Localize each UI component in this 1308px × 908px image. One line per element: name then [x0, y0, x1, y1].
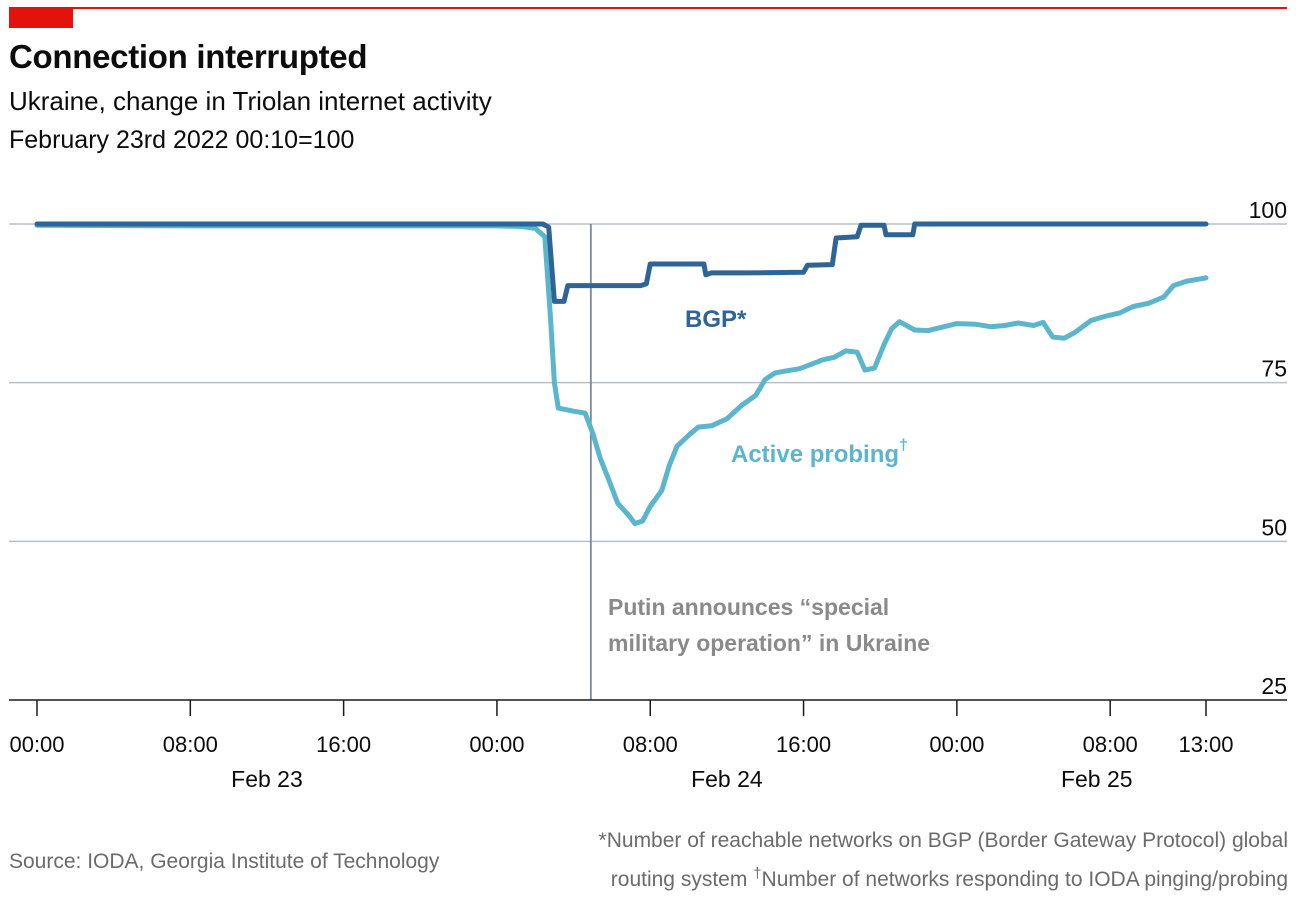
series-line-bgp [34, 221, 1209, 304]
series-line-active-probing [34, 222, 1209, 527]
footnote-probing: Number of networks responding to IODA pi… [761, 868, 1288, 891]
y-tick-label-50: 50 [1261, 514, 1287, 540]
y-tick-label-75: 75 [1261, 356, 1287, 382]
series-label-bgp: BGP* [685, 306, 747, 333]
source-note: Source: IODA, Georgia Institute of Techn… [9, 850, 440, 873]
chart-title: Connection interrupted [9, 38, 368, 75]
day-label: Feb 25 [1061, 766, 1133, 792]
y-tick-label-100: 100 [1249, 197, 1287, 223]
brand-tag [9, 7, 73, 28]
y-tick-label-25: 25 [1261, 673, 1287, 699]
chart-subtitle: Ukraine, change in Triolan internet acti… [9, 86, 492, 116]
x-tick-label: 00:00 [9, 732, 64, 757]
x-tick-label: 08:00 [623, 732, 678, 757]
x-tick-label: 08:00 [1083, 732, 1138, 757]
footnote-bgp: *Number of reachable networks on BGP (Bo… [598, 829, 1288, 891]
series-label-dagger: † [899, 437, 908, 454]
day-label: Feb 24 [691, 766, 763, 792]
series-label-active-probing: Active probing† [731, 437, 908, 468]
footnote: *Number of reachable networks on BGP (Bo… [548, 824, 1288, 896]
baseline-note: February 23rd 2022 00:10=100 [9, 126, 355, 154]
x-tick-label: 08:00 [163, 732, 218, 757]
day-label: Feb 23 [231, 766, 303, 792]
x-tick-label: 16:00 [316, 732, 371, 757]
annotation-text-line1: Putin announces “special [608, 594, 889, 620]
x-tick-label: 00:00 [929, 732, 984, 757]
top-rule [9, 7, 1287, 9]
x-tick-label: 16:00 [776, 732, 831, 757]
x-tick-label: 00:00 [469, 732, 524, 757]
x-tick-label: 13:00 [1178, 732, 1233, 757]
footnote-dagger: † [753, 865, 762, 882]
annotation-text-line2: military operation” in Ukraine [608, 630, 930, 656]
